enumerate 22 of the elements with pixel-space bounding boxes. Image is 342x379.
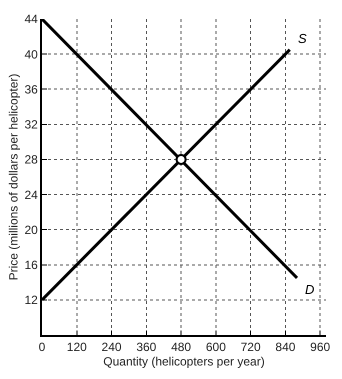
series-label: D	[305, 282, 314, 297]
x-tick-label: 600	[206, 340, 226, 354]
x-tick-label: 120	[66, 340, 88, 354]
y-tick-label: 12	[24, 293, 38, 308]
series-label: S	[298, 31, 307, 46]
y-tick-label: 28	[24, 152, 38, 167]
y-tick-label: 40	[24, 47, 38, 62]
y-tick-label: 36	[24, 82, 38, 96]
y-tick-label: 44	[24, 12, 38, 26]
x-tick-label: 720	[240, 340, 261, 354]
x-tick-label: 240	[102, 340, 122, 354]
x-tick-label: 360	[136, 340, 157, 354]
x-axis-title: Quantity (helicopters per year)	[103, 354, 265, 369]
y-tick-label: 32	[24, 118, 38, 132]
y-tick-label: 20	[24, 222, 38, 237]
x-tick-label: 840	[275, 340, 296, 354]
x-tick-label: 0	[38, 340, 46, 354]
x-tick-label: 480	[171, 340, 192, 354]
y-tick-label: 24	[24, 188, 38, 202]
y-tick-label: 16	[24, 258, 38, 272]
x-tick-label: 960	[310, 340, 331, 354]
y-axis-title: Price (millions of dollars per helicopter)	[6, 74, 20, 280]
